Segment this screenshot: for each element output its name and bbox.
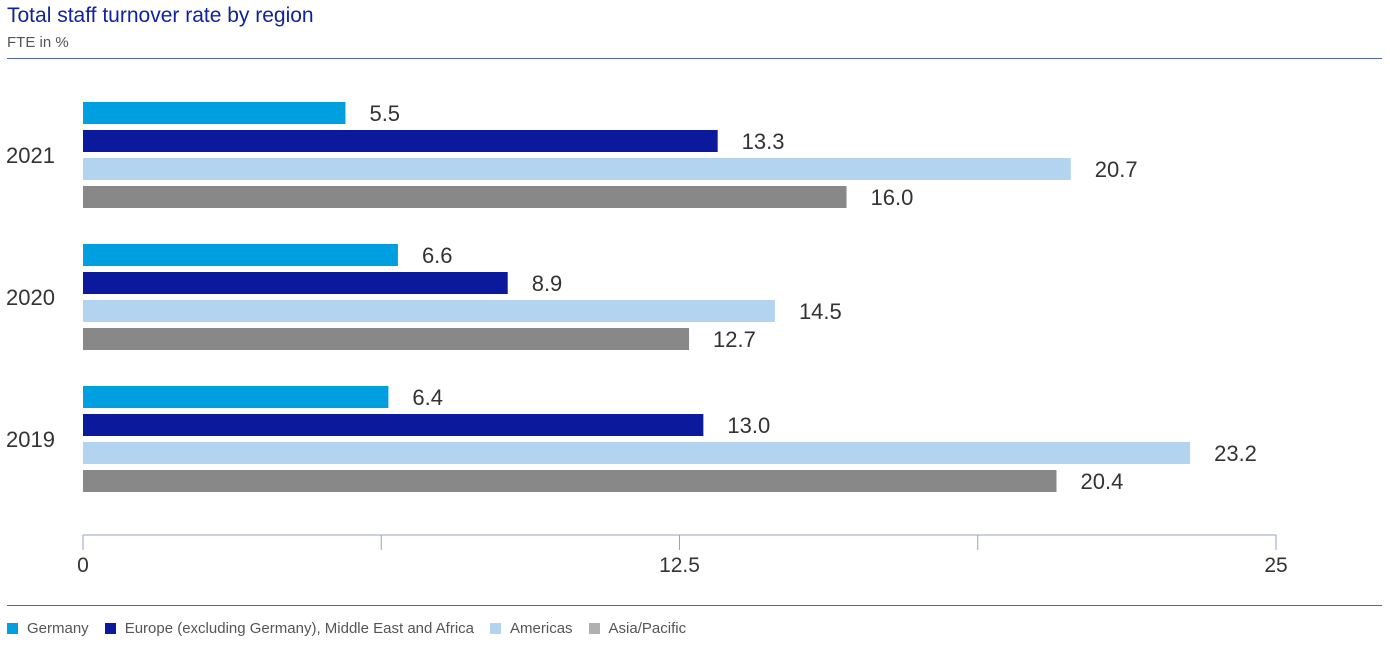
legend-label: Germany	[27, 620, 89, 637]
legend-item-europe-excluding-germany-middle-east-and-africa: Europe (excluding Germany), Middle East …	[104, 620, 475, 637]
legend-item-germany: Germany	[7, 620, 89, 637]
bar-2019-europe-excluding-germany-middle-east-and-africa	[83, 414, 704, 436]
top-divider	[7, 58, 1382, 59]
bar-2021-europe-excluding-germany-middle-east-and-africa	[83, 130, 718, 152]
data-label-2019-germany: 6.4	[412, 385, 443, 410]
legend: Germany Europe (excluding Germany), Middl…	[7, 620, 702, 637]
legend-label: Asia/Pacific	[608, 620, 687, 637]
bar-2021-americas	[83, 158, 1071, 180]
bar-2019-americas	[83, 442, 1191, 464]
category-label-2021: 2021	[6, 143, 55, 168]
chart-title: Total staff turnover rate by region	[7, 4, 314, 27]
category-label-2019: 2019	[6, 427, 55, 452]
legend-swatch	[588, 623, 600, 634]
bar-2021-germany	[83, 102, 346, 124]
bar-2019-germany	[83, 386, 389, 408]
x-tick-label: 25	[1264, 554, 1287, 577]
data-label-2019-asia-pacific: 20.4	[1080, 469, 1123, 494]
bottom-divider	[7, 605, 1382, 606]
data-label-2019-americas: 23.2	[1214, 441, 1257, 466]
legend-swatch	[7, 623, 18, 634]
data-label-2021-americas: 20.7	[1095, 157, 1138, 182]
category-label-2020: 2020	[6, 285, 55, 310]
chart-subtitle: FTE in %	[7, 34, 69, 51]
bar-2020-germany	[83, 244, 398, 266]
legend-label: Europe (excluding Germany), Middle East …	[124, 620, 475, 637]
data-label-2021-asia-pacific: 16.0	[871, 185, 914, 210]
data-label-2020-americas: 14.5	[799, 299, 842, 324]
x-tick-label: 0	[77, 554, 89, 577]
data-label-2020-europe-excluding-germany-middle-east-and-africa: 8.9	[532, 271, 563, 296]
data-label-2020-asia-pacific: 12.7	[713, 327, 756, 352]
data-label-2021-germany: 5.5	[369, 101, 400, 126]
bar-2020-americas	[83, 300, 775, 322]
legend-swatch	[490, 623, 502, 634]
bar-2021-asia-pacific	[83, 186, 847, 208]
data-label-2020-germany: 6.6	[422, 243, 453, 268]
legend-item-asia-pacific: Asia/Pacific	[588, 620, 687, 637]
legend-swatch	[104, 623, 116, 634]
data-label-2021-europe-excluding-germany-middle-east-and-africa: 13.3	[742, 129, 785, 154]
bar-2019-asia-pacific	[83, 470, 1057, 492]
legend-label: Americas	[510, 620, 573, 637]
data-label-2019-europe-excluding-germany-middle-east-and-africa: 13.0	[727, 413, 770, 438]
bar-2020-asia-pacific	[83, 328, 690, 350]
x-tick-label: 12.5	[659, 554, 700, 577]
bar-chart: 0 12.5 25 2021 5.5 13.3 20.7 16.0 2020 6.6 8.9 14.5…	[6, 101, 1288, 577]
bar-2020-europe-excluding-germany-middle-east-and-africa	[83, 272, 508, 294]
legend-item-americas: Americas	[490, 620, 573, 637]
